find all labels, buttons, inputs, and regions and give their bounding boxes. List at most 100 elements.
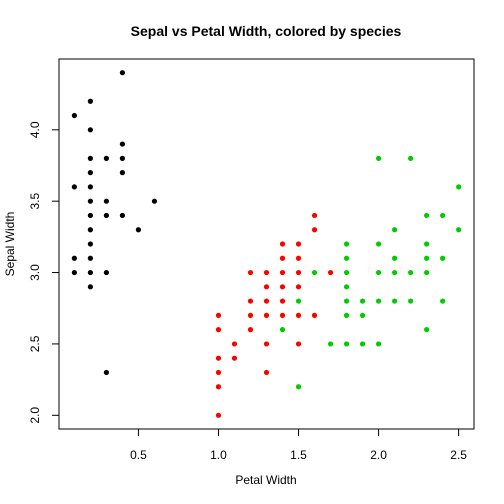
data-point xyxy=(279,255,286,261)
data-point xyxy=(279,284,286,290)
data-point xyxy=(151,198,158,204)
data-point xyxy=(440,212,446,219)
data-point xyxy=(343,255,350,261)
data-point xyxy=(103,198,109,204)
data-point xyxy=(119,155,126,161)
x-tick-label: 1.5 xyxy=(290,448,307,462)
data-point xyxy=(103,369,109,376)
data-point xyxy=(279,327,286,333)
data-point xyxy=(424,241,430,247)
data-point xyxy=(295,255,302,261)
data-point xyxy=(87,269,93,276)
chart-title: Sepal vs Petal Width, colored by species xyxy=(131,23,402,39)
y-axis-label: Sepal Width xyxy=(3,212,17,277)
x-axis: 0.5 1.0 1.5 2.0 2.5 xyxy=(130,428,467,462)
data-point xyxy=(87,255,93,261)
data-point xyxy=(87,170,93,176)
data-point xyxy=(87,284,93,290)
data-point xyxy=(103,155,109,161)
data-point xyxy=(311,312,318,318)
data-point xyxy=(71,112,77,119)
data-point xyxy=(279,241,286,247)
data-point xyxy=(295,269,302,276)
data-point xyxy=(456,227,462,233)
data-point xyxy=(359,298,366,304)
data-point xyxy=(87,212,93,219)
data-point xyxy=(424,327,430,333)
data-point xyxy=(279,269,286,276)
data-point xyxy=(71,184,77,190)
data-point xyxy=(295,298,302,304)
data-point xyxy=(247,327,254,333)
data-point xyxy=(263,298,270,304)
data-point xyxy=(215,355,222,361)
data-point xyxy=(215,384,222,390)
data-point xyxy=(424,269,430,276)
x-tick-label: 2.5 xyxy=(450,448,467,462)
data-point xyxy=(359,341,366,347)
data-point xyxy=(119,170,126,176)
data-point xyxy=(375,298,382,304)
data-point xyxy=(343,341,350,347)
data-point xyxy=(71,255,77,261)
data-point xyxy=(87,184,93,190)
data-point xyxy=(231,341,238,347)
data-point xyxy=(375,155,382,161)
data-point xyxy=(215,412,222,418)
data-point xyxy=(311,212,318,219)
data-point xyxy=(103,212,109,219)
data-point xyxy=(215,327,222,333)
y-axis: 2.0 2.5 3.0 3.5 4.0 xyxy=(28,121,60,424)
data-point xyxy=(440,298,446,304)
data-point xyxy=(375,241,382,247)
data-point xyxy=(119,141,126,147)
data-point xyxy=(87,98,93,104)
y-tick-label: 3.0 xyxy=(28,264,42,281)
data-point xyxy=(87,198,93,204)
data-point xyxy=(343,241,350,247)
data-point xyxy=(87,241,93,247)
data-point xyxy=(215,312,222,318)
data-point xyxy=(375,269,382,276)
y-tick-label: 2.5 xyxy=(28,335,42,352)
data-point xyxy=(391,227,398,233)
data-point xyxy=(295,341,302,347)
y-tick-label: 4.0 xyxy=(28,121,42,138)
data-point xyxy=(424,255,430,261)
x-tick-label: 2.0 xyxy=(370,448,387,462)
data-point xyxy=(295,384,302,390)
data-point xyxy=(343,269,350,276)
data-point xyxy=(247,269,254,276)
data-point xyxy=(231,355,238,361)
data-point xyxy=(263,341,270,347)
data-point xyxy=(87,227,93,233)
data-point xyxy=(119,212,126,219)
data-point xyxy=(311,269,318,276)
data-point xyxy=(215,369,222,376)
data-point xyxy=(407,298,414,304)
data-point xyxy=(279,312,286,318)
data-point xyxy=(456,184,462,190)
data-point xyxy=(87,127,93,133)
data-point xyxy=(263,284,270,290)
data-point xyxy=(375,341,382,347)
data-point xyxy=(247,312,254,318)
data-point xyxy=(407,269,414,276)
data-point xyxy=(407,155,414,161)
data-point xyxy=(343,312,350,318)
data-point xyxy=(440,255,446,261)
data-point xyxy=(295,241,302,247)
data-point xyxy=(295,312,302,318)
data-point xyxy=(119,70,126,76)
data-point xyxy=(295,284,302,290)
data-point xyxy=(311,227,318,233)
data-point xyxy=(343,298,350,304)
data-point xyxy=(279,298,286,304)
data-point xyxy=(391,255,398,261)
data-point xyxy=(247,298,254,304)
data-point xyxy=(87,155,93,161)
x-tick-label: 0.5 xyxy=(130,448,147,462)
data-points xyxy=(71,70,462,418)
data-point xyxy=(327,269,334,276)
